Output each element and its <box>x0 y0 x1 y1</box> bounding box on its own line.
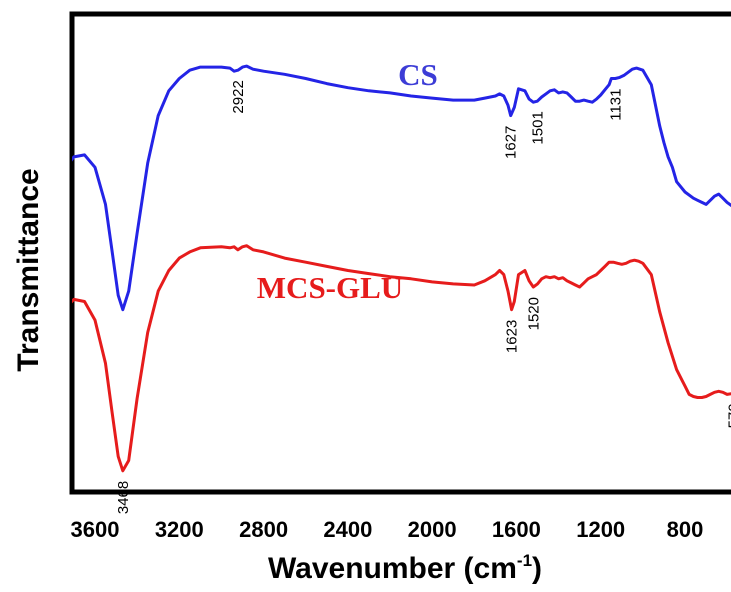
series-layer <box>72 64 731 473</box>
x-tick-label: 3600 <box>71 517 120 542</box>
peak-label-1131: 1131 <box>607 89 624 121</box>
x-tick-label: 1600 <box>492 517 541 542</box>
series-line-mcs-glu <box>72 244 731 473</box>
peak-label-1623: 1623 <box>504 320 521 353</box>
peak-label-1520: 1520 <box>525 297 542 330</box>
series-label-cs: CS <box>398 57 438 92</box>
y-axis-title: Transmittance <box>12 168 45 371</box>
plot-frame <box>69 11 731 495</box>
x-axis-title: Wavenumber (cm-1) <box>268 551 542 585</box>
x-tick-labels: 3600 3200 2800 2400 2000 1600 1200 800 <box>71 517 704 542</box>
x-tick-label: 1200 <box>576 517 625 542</box>
x-tick-label: 800 <box>667 517 704 542</box>
peak-label-2922: 2922 <box>230 80 247 113</box>
peak-label-570: 570 <box>726 403 731 428</box>
peak-label-1627: 1627 <box>503 126 520 159</box>
series-line-cs <box>72 64 731 312</box>
x-tick-label: 3200 <box>155 517 204 542</box>
x-tick-label: 2800 <box>239 517 288 542</box>
x-axis-title-main: Wavenumber (cm <box>268 552 517 585</box>
series-label-mcs-glu: MCS-GLU <box>257 270 403 305</box>
x-axis-title-close: ) <box>532 552 542 585</box>
x-tick-label: 2000 <box>408 517 457 542</box>
x-tick-label: 2400 <box>323 517 372 542</box>
peak-label-3468: 3468 <box>115 481 132 514</box>
peak-label-1501: 1501 <box>529 111 546 144</box>
x-axis-title-superscript: -1 <box>517 551 532 570</box>
